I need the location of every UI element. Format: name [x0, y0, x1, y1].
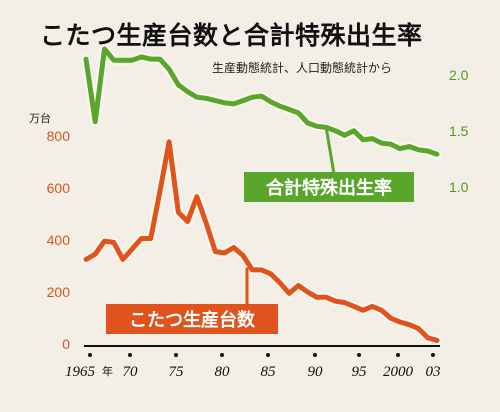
left-axis-unit: 万台	[29, 111, 51, 125]
kotatsu-production-line	[83, 139, 440, 343]
kotatsu-label: こたつ生産台数	[129, 309, 256, 331]
x-axis-tick-mark	[396, 353, 400, 357]
x-axis-tick-mark	[174, 353, 178, 357]
x-axis-tick-mark	[357, 353, 361, 357]
right-axis-tick-label: 2.0	[449, 67, 469, 83]
axes: 0 200 400 600 800 1.0 1.5 2.0 1965 70 75 80 85 90 95 20…	[47, 67, 469, 380]
x-axis-tick-label: 80	[215, 364, 231, 380]
left-axis-tick-label: 0	[62, 336, 70, 352]
chart-title: こたつ生産台数と合計特殊出生率	[40, 21, 423, 50]
left-axis-tick-label: 200	[47, 284, 71, 300]
x-axis-tick-mark	[313, 353, 317, 357]
x-axis-tick-label: 90	[308, 364, 324, 380]
birth-rate-label-pointer	[324, 127, 336, 175]
x-axis-tick-label: 75	[169, 364, 185, 380]
left-axis-tick-label: 800	[47, 128, 71, 144]
birth-rate-label: 合計特殊出生率	[266, 177, 392, 199]
x-axis-tick-mark	[266, 353, 270, 357]
left-axis-tick-label: 400	[47, 232, 71, 248]
x-axis-tick-label: 1965	[65, 364, 96, 380]
x-axis-tick-label: 70	[123, 364, 139, 380]
chart-source: 生産動態統計、人口動態統計から	[212, 60, 392, 75]
kotatsu-label-box	[106, 304, 278, 334]
x-axis-tick-label: 03	[426, 364, 441, 380]
x-axis-tick-label: 85	[261, 364, 277, 380]
x-axis-tick-label: 2000	[383, 364, 414, 380]
x-axis-tick-mark	[128, 353, 132, 357]
x-axis-tick-mark	[220, 353, 224, 357]
birth-rate-label-box	[244, 172, 414, 202]
x-axis-tick-label: 95	[352, 364, 368, 380]
series-lines	[81, 44, 442, 345]
left-axis-tick-label: 600	[47, 180, 71, 196]
x-axis-tick-mark	[88, 353, 92, 357]
right-axis-tick-label: 1.5	[449, 123, 469, 139]
x-axis-tick-mark	[431, 353, 435, 357]
right-axis-tick-label: 1.0	[449, 179, 469, 195]
x-axis-unit: 年	[102, 364, 113, 378]
birth-rate-line	[83, 46, 440, 157]
